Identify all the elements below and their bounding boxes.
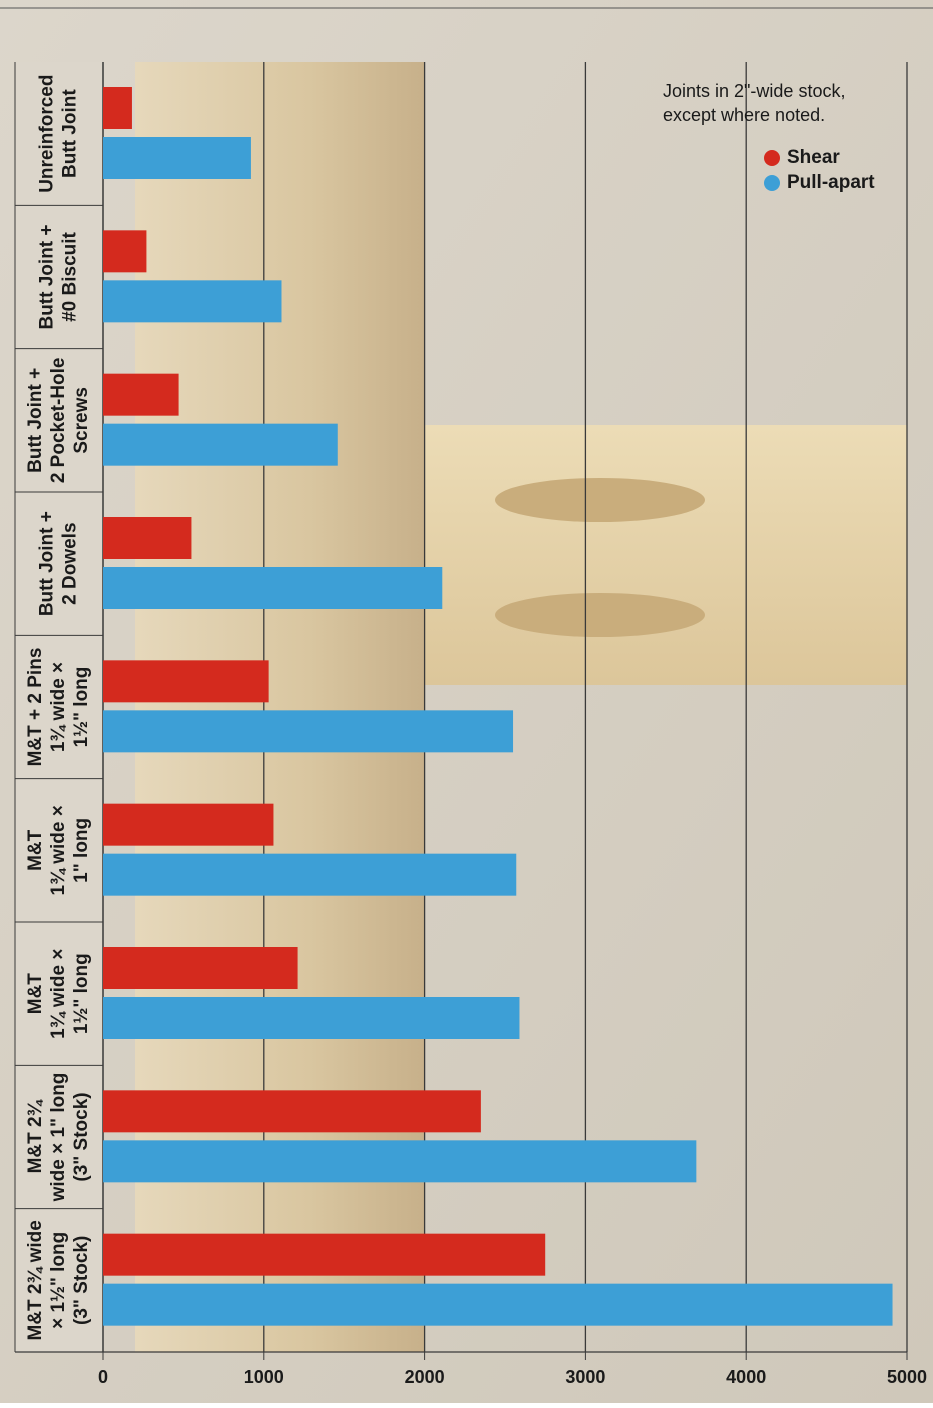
bar bbox=[103, 853, 517, 896]
annotation: Joints in 2"-wide stock, bbox=[663, 81, 845, 101]
category-label: M&T 2¾ bbox=[25, 1098, 46, 1173]
category-label: Screws bbox=[71, 387, 92, 454]
legend-swatch bbox=[764, 175, 780, 191]
bar bbox=[103, 1090, 481, 1133]
legend-swatch bbox=[764, 150, 780, 166]
category-label: Butt Joint + bbox=[37, 224, 58, 329]
bar bbox=[103, 230, 147, 273]
bar bbox=[103, 1140, 697, 1183]
category-label: Butt Joint + bbox=[25, 368, 46, 473]
x-tick-label: 0 bbox=[98, 1367, 108, 1387]
bar bbox=[103, 660, 269, 703]
category-label: M&T bbox=[25, 829, 46, 871]
category-label: Unreinforced bbox=[37, 75, 58, 193]
bar bbox=[103, 567, 443, 609]
category-label: × 1½" long bbox=[48, 1232, 69, 1329]
category-label: 1¾ wide × bbox=[48, 949, 69, 1039]
bar bbox=[103, 947, 298, 989]
pocket-hole bbox=[495, 478, 705, 522]
x-tick-label: 2000 bbox=[405, 1367, 445, 1387]
category-label: M&T + 2 Pins bbox=[25, 648, 46, 767]
bar bbox=[103, 373, 179, 416]
category-label: 1¾ wide × bbox=[48, 805, 69, 895]
bar bbox=[103, 803, 274, 846]
category-label: 1" long bbox=[71, 818, 92, 883]
category-label: M&T bbox=[25, 973, 46, 1015]
bar bbox=[103, 1233, 546, 1276]
category-label: Butt Joint bbox=[60, 89, 81, 178]
bar bbox=[103, 997, 520, 1039]
x-tick-label: 5000 bbox=[887, 1367, 927, 1387]
bar bbox=[103, 517, 192, 559]
wood-photo bbox=[135, 62, 425, 1352]
bar bbox=[103, 137, 251, 179]
x-tick-label: 1000 bbox=[244, 1367, 284, 1387]
bar bbox=[103, 280, 282, 323]
category-label: #0 Biscuit bbox=[60, 231, 81, 321]
category-label: (3" Stock) bbox=[71, 1092, 92, 1181]
category-label: (3" Stock) bbox=[71, 1236, 92, 1325]
bar bbox=[103, 1283, 893, 1326]
category-label: M&T 2¾ wide bbox=[25, 1220, 46, 1340]
category-label: wide × 1" long bbox=[48, 1073, 69, 1203]
category-label: 2 Pocket-Hole bbox=[48, 358, 69, 484]
pocket-hole bbox=[495, 593, 705, 637]
category-label: 1¾ wide × bbox=[48, 662, 69, 752]
category-label: Butt Joint + bbox=[37, 511, 58, 616]
bar bbox=[103, 710, 514, 753]
bar bbox=[103, 87, 132, 129]
board-photo bbox=[425, 425, 907, 685]
category-label: 1½" long bbox=[71, 667, 92, 748]
x-tick-label: 3000 bbox=[565, 1367, 605, 1387]
legend-label: Pull-apart bbox=[787, 172, 875, 193]
label-column bbox=[15, 62, 103, 1352]
annotation: except where noted. bbox=[663, 105, 825, 125]
category-label: 2 Dowels bbox=[60, 522, 81, 604]
bar bbox=[103, 423, 338, 466]
legend-label: Shear bbox=[787, 147, 840, 168]
x-tick-label: 4000 bbox=[726, 1367, 766, 1387]
category-label: 1½" long bbox=[71, 953, 92, 1034]
